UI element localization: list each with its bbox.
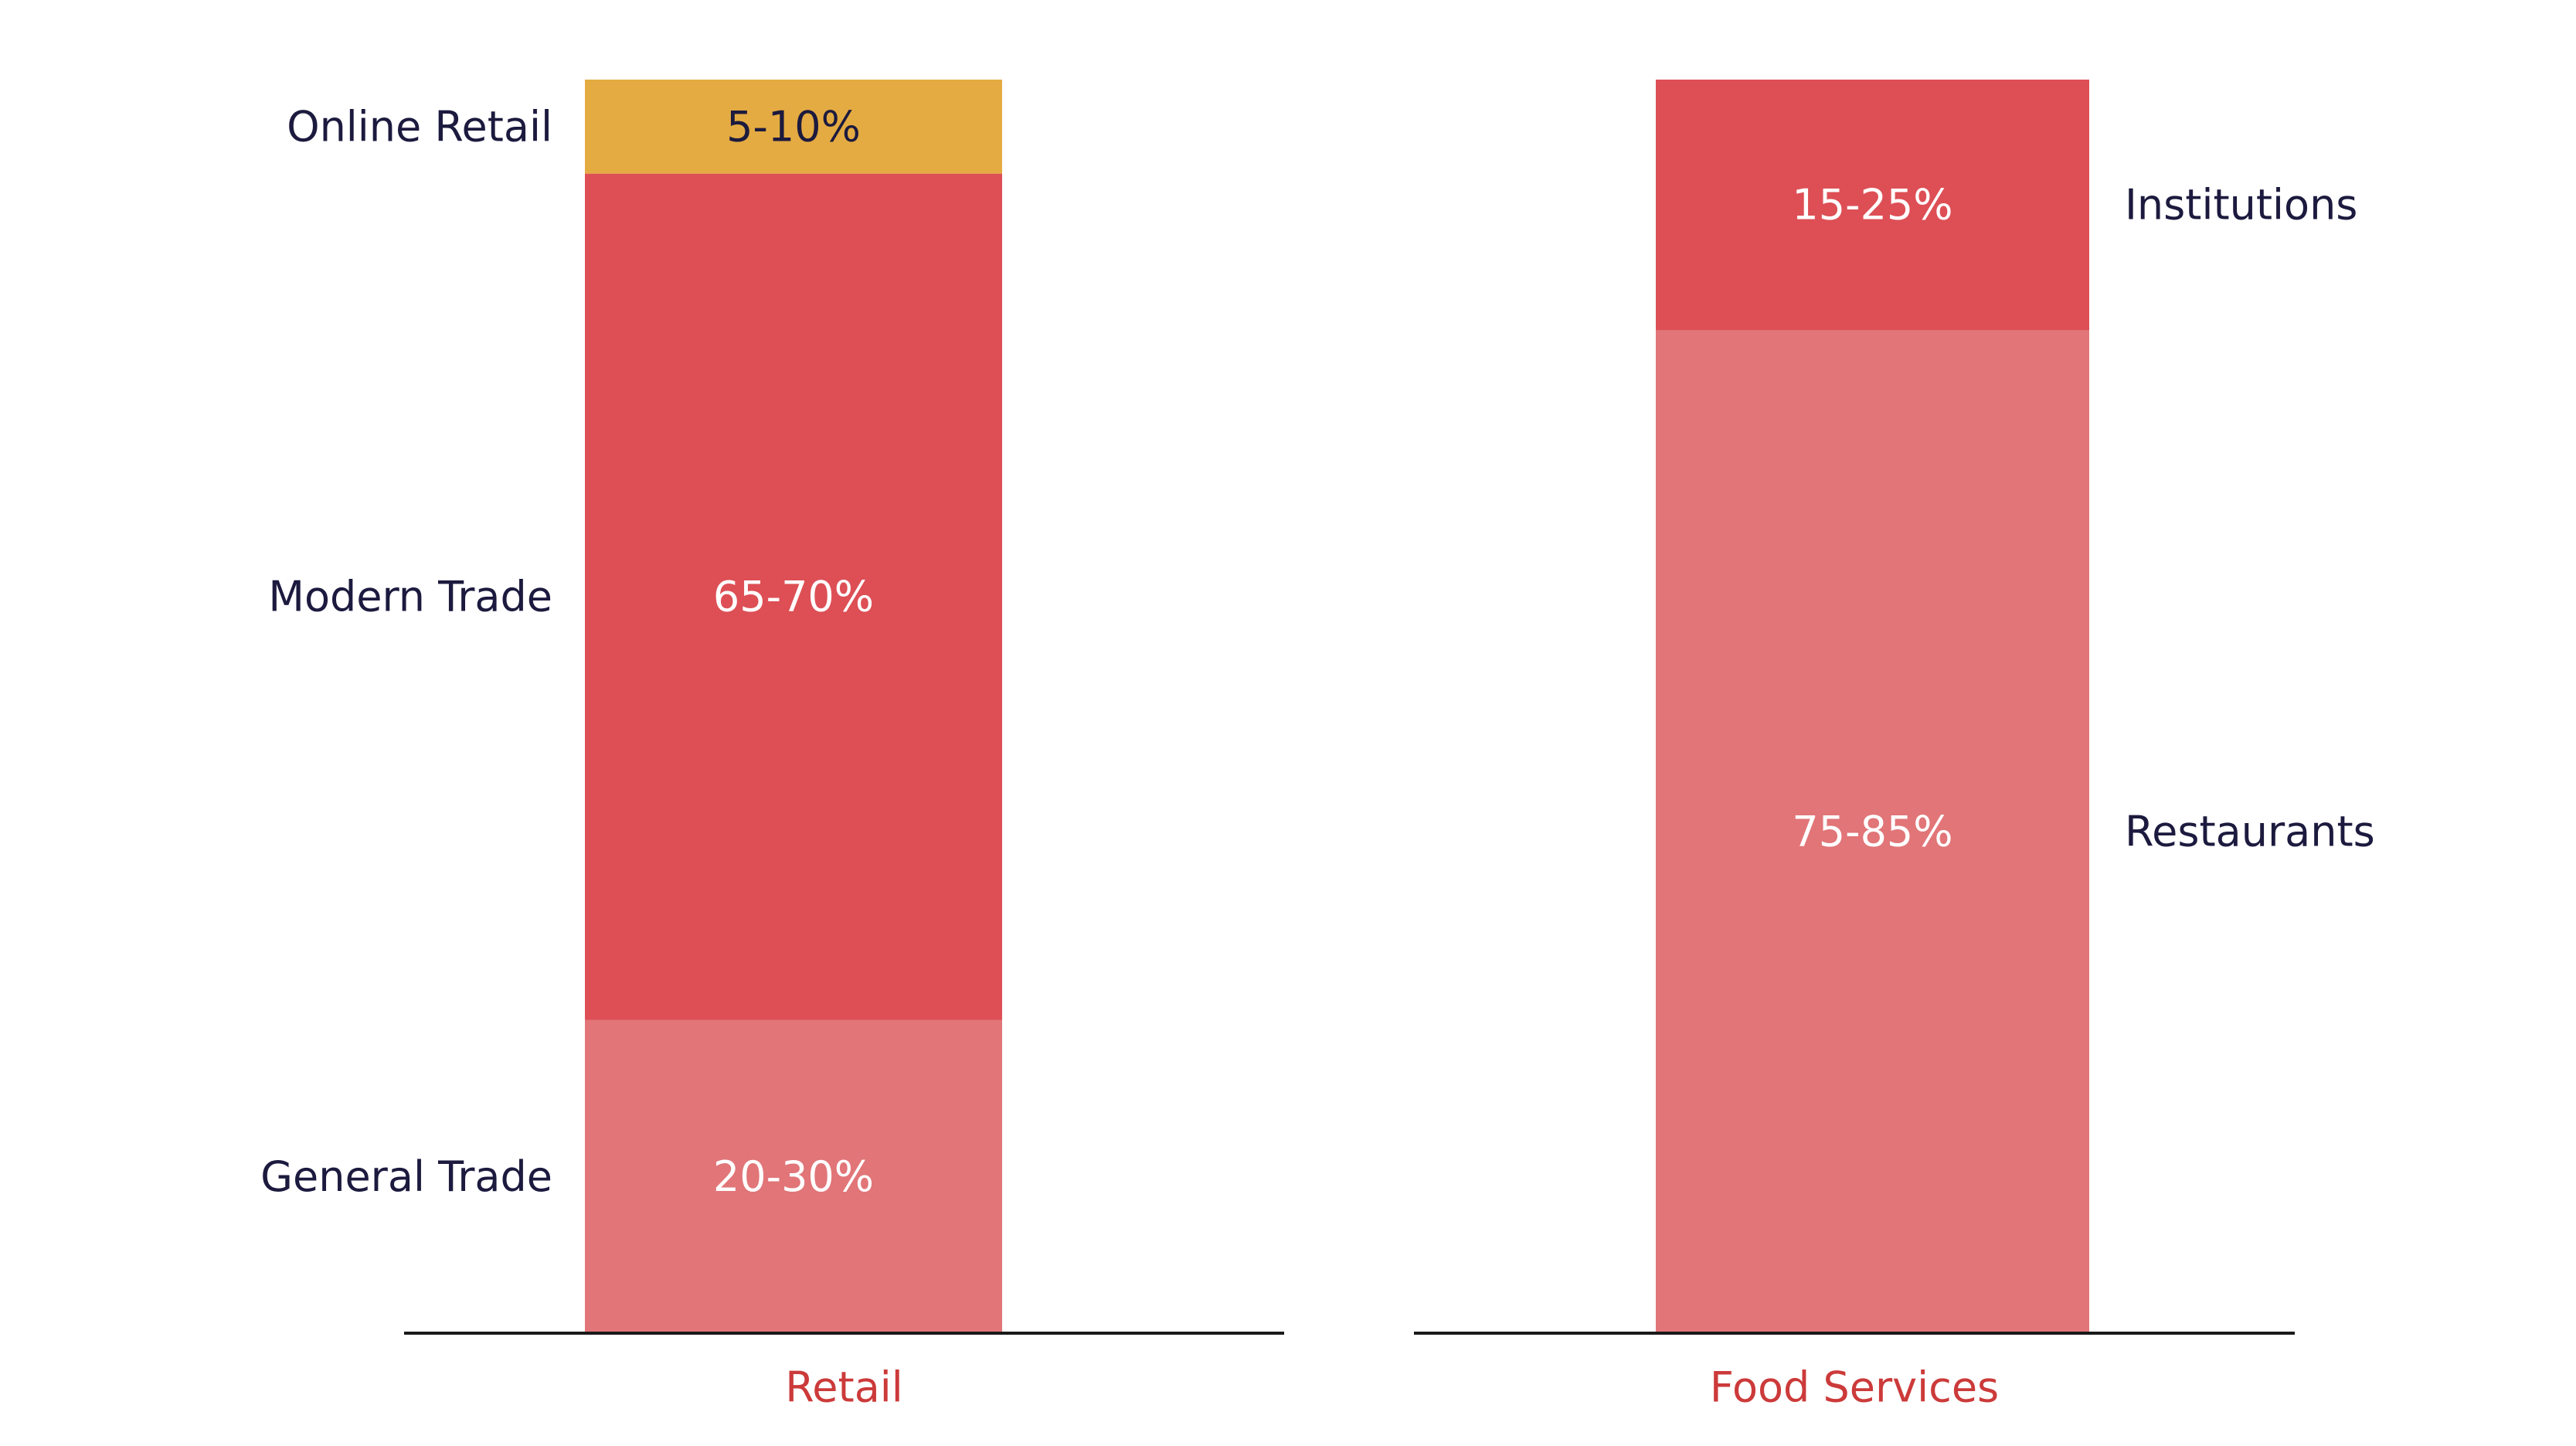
bar-segment-restaurants xyxy=(1656,330,2089,1333)
category-label-food-services: Food Services xyxy=(1710,1363,1999,1412)
segment-name-restaurants: Restaurants xyxy=(2125,808,2375,856)
value-label-modern-trade: 65-70% xyxy=(713,573,874,621)
value-label-general-trade: 20-30% xyxy=(713,1152,874,1201)
segment-name-general-trade: General Trade xyxy=(260,1152,552,1201)
bar-segment-institutions xyxy=(1656,80,2089,331)
segment-name-institutions: Institutions xyxy=(2125,181,2357,230)
value-label-institutions: 15-25% xyxy=(1792,181,1952,230)
bar-segment-online-retail xyxy=(585,80,1002,174)
value-label-online-retail: 5-10% xyxy=(726,102,861,151)
category-label-retail: Retail xyxy=(785,1363,903,1412)
value-label-restaurants: 75-85% xyxy=(1792,808,1952,856)
chart-food-services: 75-85% Restaurants 15-25% Institutions Food … xyxy=(1414,80,2375,1412)
bar-segment-general-trade xyxy=(585,1019,1002,1333)
chart-retail: 20-30% General Trade 65-70% Modern Trade 5-1… xyxy=(260,80,1284,1412)
bar-segment-modern-trade xyxy=(585,173,1002,1020)
segment-name-online-retail: Online Retail xyxy=(287,102,552,151)
segment-name-modern-trade: Modern Trade xyxy=(268,573,552,621)
